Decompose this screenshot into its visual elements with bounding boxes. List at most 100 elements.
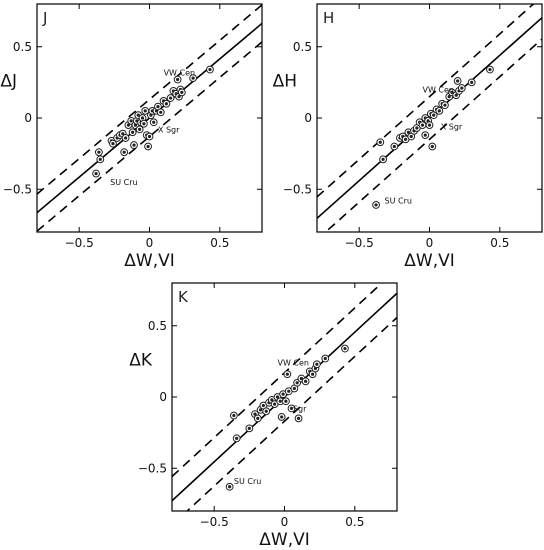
- data-point: [486, 65, 494, 74]
- data-point: [390, 142, 399, 151]
- data-point: [154, 102, 162, 111]
- annotation-label: SU Cru: [234, 477, 261, 486]
- y-tick-label: 0: [304, 111, 312, 125]
- data-point: [130, 141, 138, 149]
- annotation-label: VW Cen: [164, 68, 196, 77]
- data-point: [173, 75, 182, 84]
- annotation-label: X Sgr: [158, 125, 180, 134]
- data-point: [149, 118, 158, 127]
- data-point: [92, 169, 100, 178]
- panel-letter: H: [323, 9, 334, 27]
- annotation-label: SU Cru: [385, 197, 412, 206]
- data-point: [279, 390, 287, 399]
- data-point: [435, 106, 444, 115]
- data-points: [92, 65, 214, 178]
- data-point: [284, 387, 293, 396]
- y-tick-label: 0.5: [13, 40, 32, 54]
- y-tick-label: −0.5: [3, 182, 32, 196]
- data-point: [425, 121, 434, 130]
- envelope-line-lower: [185, 316, 397, 511]
- annotation-label: SU Cru: [110, 178, 137, 187]
- data-point: [312, 360, 321, 369]
- data-point: [287, 404, 296, 413]
- y-tick-label: 0.5: [293, 40, 312, 54]
- data-point: [94, 148, 103, 157]
- x-tick-label: 0: [281, 515, 289, 529]
- data-point: [428, 142, 437, 151]
- data-point: [139, 119, 148, 128]
- data-point: [96, 155, 105, 164]
- data-point: [145, 132, 154, 141]
- data-point: [418, 121, 427, 130]
- data-point: [379, 155, 387, 164]
- annotation-label: X Sgr: [441, 122, 463, 131]
- y-axis-title: ΔH: [273, 72, 297, 92]
- x-tick-label: −0.5: [345, 236, 374, 250]
- x-tick-label: 0.5: [345, 515, 364, 529]
- data-point: [232, 434, 241, 443]
- data-point: [453, 77, 462, 85]
- data-points: [372, 65, 494, 209]
- data-point: [321, 354, 330, 363]
- envelope-line-upper: [37, 4, 262, 195]
- y-axis-title: ΔJ: [0, 72, 17, 92]
- data-point: [109, 139, 117, 148]
- data-point: [128, 128, 137, 137]
- data-point: [189, 74, 197, 82]
- data-points: [225, 344, 349, 491]
- data-point: [467, 78, 476, 87]
- panel-letter: J: [42, 9, 47, 27]
- data-point: [144, 142, 152, 151]
- x-axis-title: ΔW,VI: [404, 251, 455, 271]
- panel-letter: K: [178, 288, 189, 306]
- x-tick-label: 0.5: [490, 236, 509, 250]
- y-tick-label: 0.5: [148, 319, 167, 333]
- data-point: [441, 101, 449, 110]
- x-axis-title: ΔW,VI: [259, 530, 310, 550]
- data-point: [245, 424, 254, 433]
- y-tick-label: −0.5: [138, 461, 167, 475]
- panel-k: VW Cen Sgr SU Cru −0.5 0 0.5 −0.5 0 0.5 K ΔW,VI ΔK: [129, 282, 398, 550]
- data-point: [135, 125, 144, 134]
- data-point: [262, 407, 271, 416]
- data-point: [283, 370, 292, 379]
- data-point: [225, 482, 234, 491]
- data-point: [457, 84, 466, 92]
- data-point: [177, 88, 186, 97]
- panel-h: VW Cen X Sgr SU Cru −0.5 0 0.5 −0.5 0 0.5 H ΔW,VI Δ…: [273, 3, 543, 271]
- data-point: [156, 108, 165, 117]
- data-point: [162, 99, 171, 108]
- annotation-label: Sgr: [293, 404, 307, 413]
- envelope-line-lower: [324, 38, 542, 232]
- x-tick-label: 0: [426, 236, 434, 250]
- data-point: [121, 134, 130, 142]
- data-point: [253, 414, 262, 423]
- data-point: [277, 413, 286, 421]
- data-point: [206, 65, 214, 74]
- data-point: [412, 124, 421, 132]
- data-point: [372, 201, 380, 209]
- data-point: [421, 131, 430, 140]
- data-point: [341, 344, 349, 353]
- x-tick-label: −0.5: [200, 515, 229, 529]
- envelope-line-upper: [317, 4, 535, 198]
- data-point: [166, 94, 175, 102]
- y-axis-title: ΔK: [129, 351, 153, 371]
- y-tick-label: 0: [159, 390, 167, 404]
- x-tick-label: 0.5: [210, 236, 229, 250]
- data-point: [282, 397, 290, 406]
- x-axis-title: ΔW,VI: [124, 251, 175, 271]
- x-tick-label: 0: [146, 236, 154, 250]
- data-point: [120, 148, 129, 157]
- data-point: [376, 138, 385, 147]
- x-tick-label: −0.5: [65, 236, 94, 250]
- data-point: [229, 411, 238, 420]
- y-tick-label: 0: [24, 111, 32, 125]
- data-point: [301, 377, 310, 386]
- envelope-line-lower: [37, 41, 262, 232]
- data-point: [294, 414, 303, 423]
- annotation-label: VW Cen: [422, 85, 454, 94]
- data-point: [308, 370, 317, 379]
- annotation-label: VW Cen: [277, 359, 309, 368]
